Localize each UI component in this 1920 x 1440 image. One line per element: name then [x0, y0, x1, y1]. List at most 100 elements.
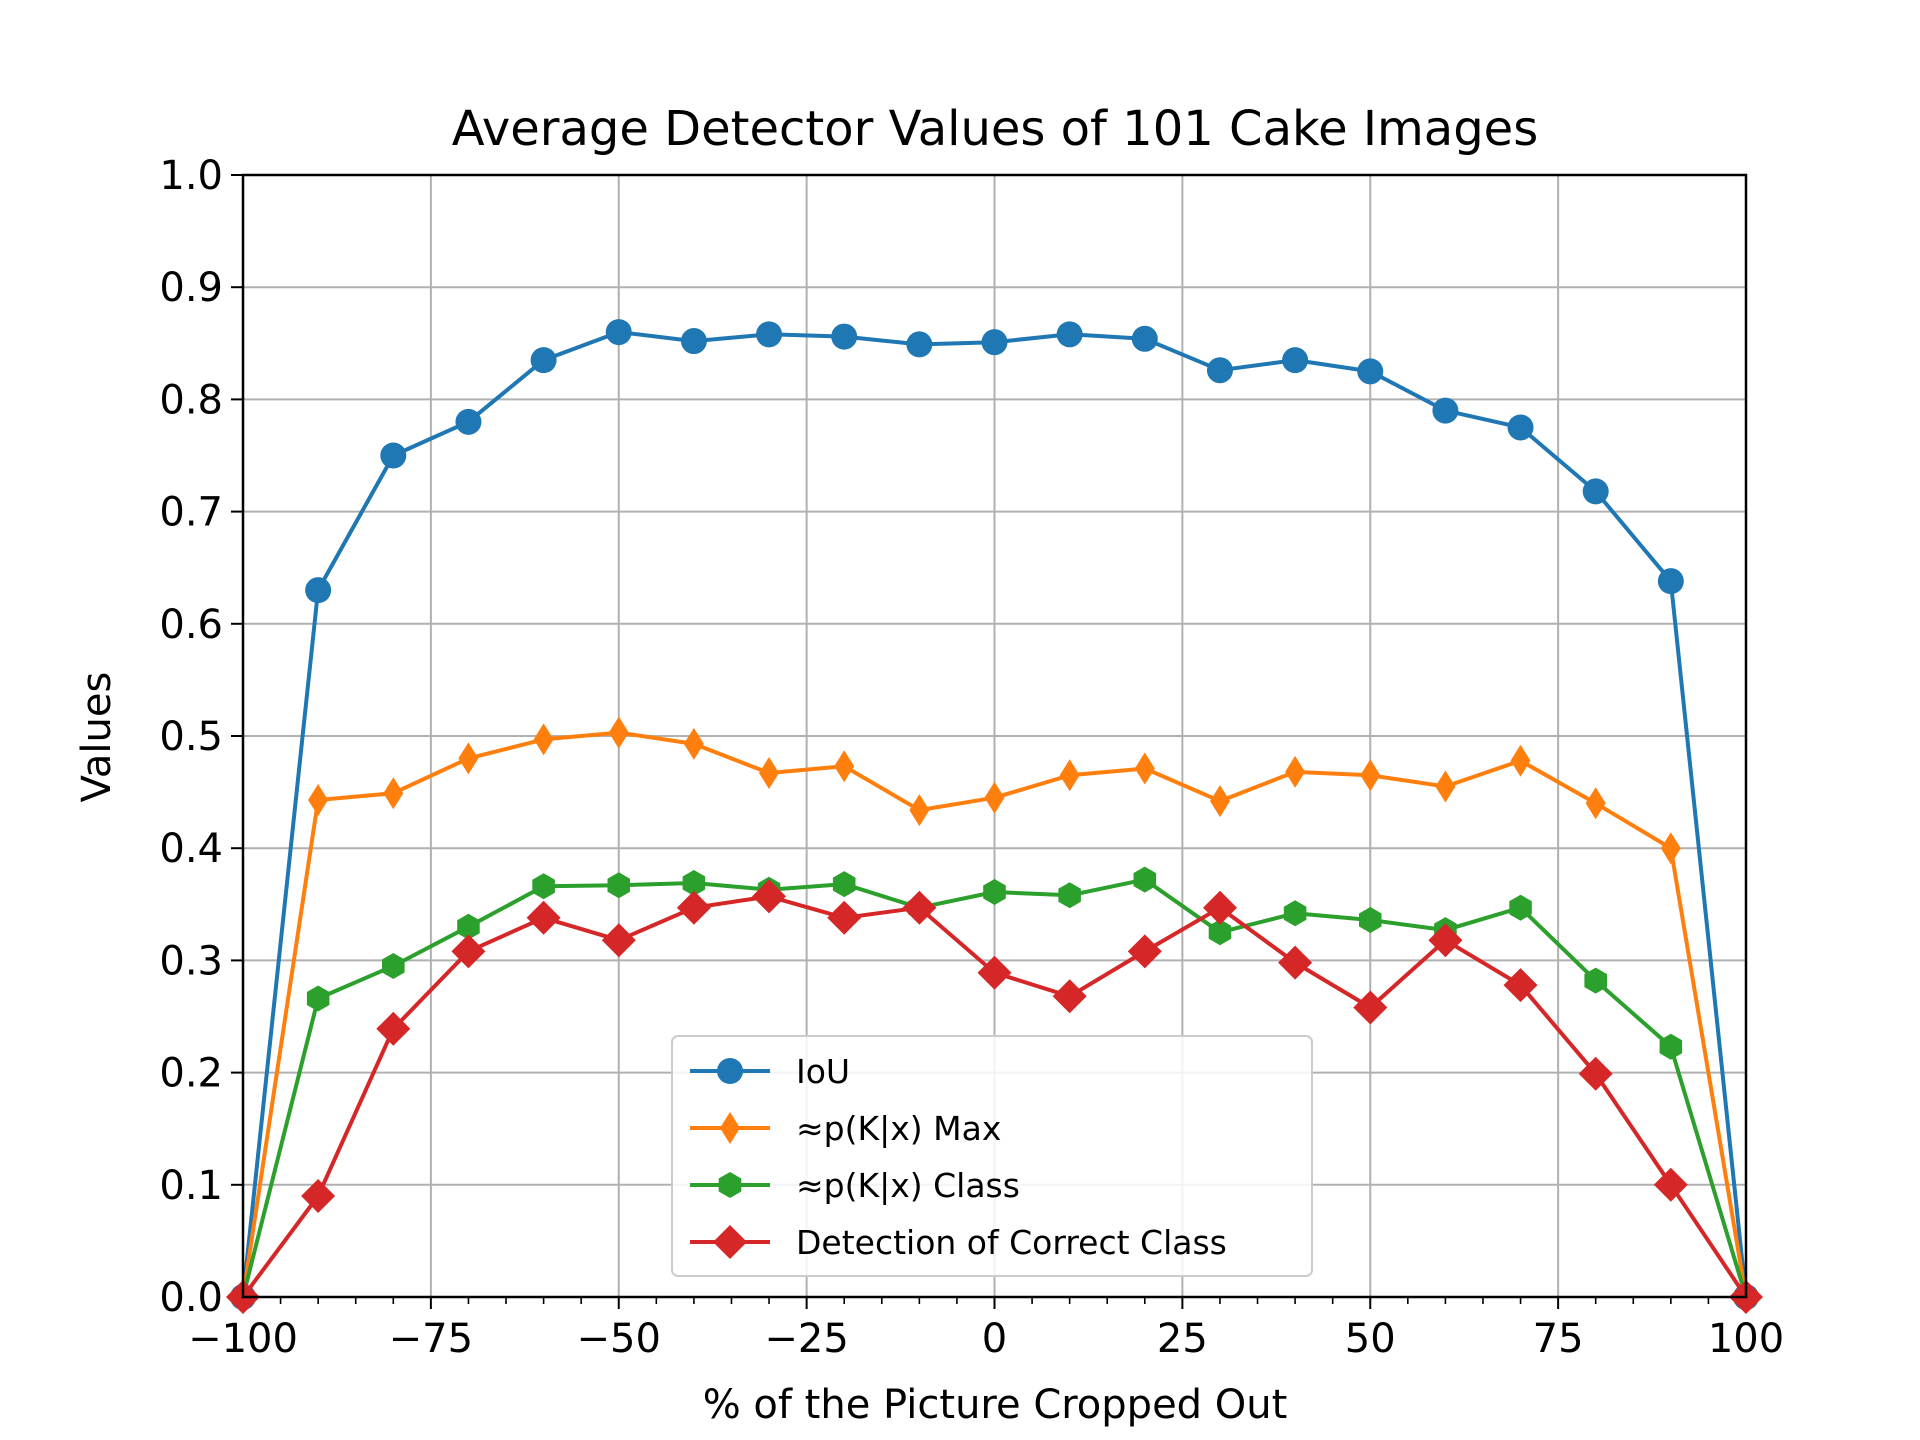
plot-area-frame — [241, 173, 1748, 1299]
data-point — [832, 871, 856, 898]
data-point — [1353, 990, 1388, 1025]
data-point — [1203, 890, 1237, 925]
data-point — [1509, 894, 1532, 921]
y-tick-label: 0.3 — [159, 938, 223, 984]
data-point — [1578, 1056, 1613, 1091]
y-axis-label: Values — [74, 672, 120, 803]
chart-title: Average Detector Values of 101 Cake Imag… — [452, 101, 1538, 157]
x-tick-label: 100 — [1708, 1316, 1784, 1362]
y-tick-label: 0.6 — [159, 602, 223, 648]
legend-label: ≈p(K|x) Class — [796, 1166, 1020, 1205]
data-point — [682, 870, 706, 896]
data-point — [1653, 1167, 1688, 1202]
data-point — [902, 890, 937, 925]
data-point — [1359, 907, 1382, 933]
y-tick-label: 0.8 — [159, 377, 223, 423]
data-point — [676, 890, 711, 925]
data-point — [1503, 968, 1538, 1003]
data-point — [1127, 934, 1162, 969]
legend-marker — [713, 1225, 747, 1259]
data-point — [1507, 414, 1534, 441]
data-point — [683, 727, 704, 760]
data-point — [1133, 866, 1157, 893]
legend-marker — [717, 1058, 743, 1084]
x-tick-label: −100 — [188, 1316, 298, 1362]
data-point — [305, 577, 332, 604]
data-point — [376, 1011, 411, 1046]
data-point — [1428, 923, 1463, 958]
data-point — [383, 777, 404, 810]
data-point — [306, 985, 330, 1012]
data-point — [680, 328, 707, 355]
data-point — [983, 879, 1006, 905]
legend-marker — [718, 1172, 742, 1198]
series-layer — [226, 319, 1763, 1314]
data-point — [756, 321, 783, 348]
data-point — [984, 781, 1005, 814]
data-point — [1278, 945, 1313, 980]
data-point — [909, 794, 930, 827]
y-tick-label: 0.7 — [159, 490, 223, 536]
data-point — [532, 873, 555, 900]
data-point — [1210, 785, 1230, 818]
data-point — [1432, 397, 1459, 424]
data-point — [1134, 752, 1155, 785]
x-tick-label: 50 — [1345, 1316, 1396, 1362]
data-point — [1131, 325, 1158, 352]
legend: IoU ≈p(K|x) Max ≈p(K|x) Class Detection of … — [671, 1035, 1313, 1277]
data-point — [380, 442, 407, 469]
y-tick-label: 0.1 — [159, 1163, 223, 1209]
legend-label: ≈p(K|x) Max — [796, 1109, 1001, 1148]
data-point — [308, 784, 329, 816]
data-point — [1052, 979, 1087, 1014]
data-point — [458, 742, 479, 775]
legend-item: Detection of Correct Class — [690, 1223, 1227, 1262]
data-point — [608, 716, 629, 749]
legend-label: IoU — [796, 1052, 850, 1091]
data-point — [1435, 770, 1456, 803]
x-tick-label: 25 — [1157, 1316, 1208, 1362]
data-point — [1585, 787, 1606, 820]
data-point — [834, 750, 855, 783]
axis-ticks: −100 −75 −50 −25 0 25 50 75 100 0.0 0.1 0.2 0.3 0.4 0.… — [159, 153, 1784, 1362]
data-point — [1657, 568, 1684, 595]
x-tick-label: 0 — [982, 1316, 1007, 1362]
data-point — [759, 757, 779, 789]
data-point — [1582, 478, 1609, 505]
legend-item: ≈p(K|x) Class — [690, 1166, 1020, 1205]
data-point — [827, 900, 862, 935]
data-point — [1206, 357, 1233, 384]
y-tick-label: 0.4 — [159, 826, 223, 872]
legend-item: ≈p(K|x) Max — [690, 1109, 1001, 1148]
data-point — [1510, 744, 1531, 777]
y-tick-label: 0.9 — [159, 265, 223, 311]
x-tick-label: −25 — [764, 1316, 848, 1362]
data-point — [906, 331, 933, 358]
data-point — [1360, 759, 1381, 792]
x-tick-label: 75 — [1533, 1316, 1584, 1362]
data-point — [301, 1179, 336, 1213]
data-point — [1058, 882, 1081, 909]
data-point — [1584, 967, 1607, 994]
data-point — [1059, 759, 1080, 792]
series-1 — [233, 716, 1756, 1313]
data-point — [1357, 358, 1384, 385]
data-point — [1056, 321, 1083, 348]
data-point — [831, 323, 858, 350]
data-point — [607, 872, 630, 899]
legend-item: IoU — [690, 1052, 850, 1091]
y-tick-label: 1.0 — [159, 153, 223, 199]
data-point — [1283, 900, 1307, 927]
y-tick-label: 0.0 — [159, 1275, 223, 1321]
x-tick-label: −75 — [389, 1316, 473, 1362]
x-tick-label: −50 — [577, 1316, 661, 1362]
data-point — [1660, 832, 1681, 865]
data-point — [977, 955, 1012, 990]
data-point — [526, 900, 561, 935]
data-point — [382, 953, 405, 979]
data-point — [605, 319, 632, 346]
x-axis-label: % of the Picture Cropped Out — [703, 1382, 1288, 1428]
legend-marker — [720, 1112, 740, 1144]
data-point — [530, 347, 557, 374]
data-point — [1285, 755, 1306, 788]
